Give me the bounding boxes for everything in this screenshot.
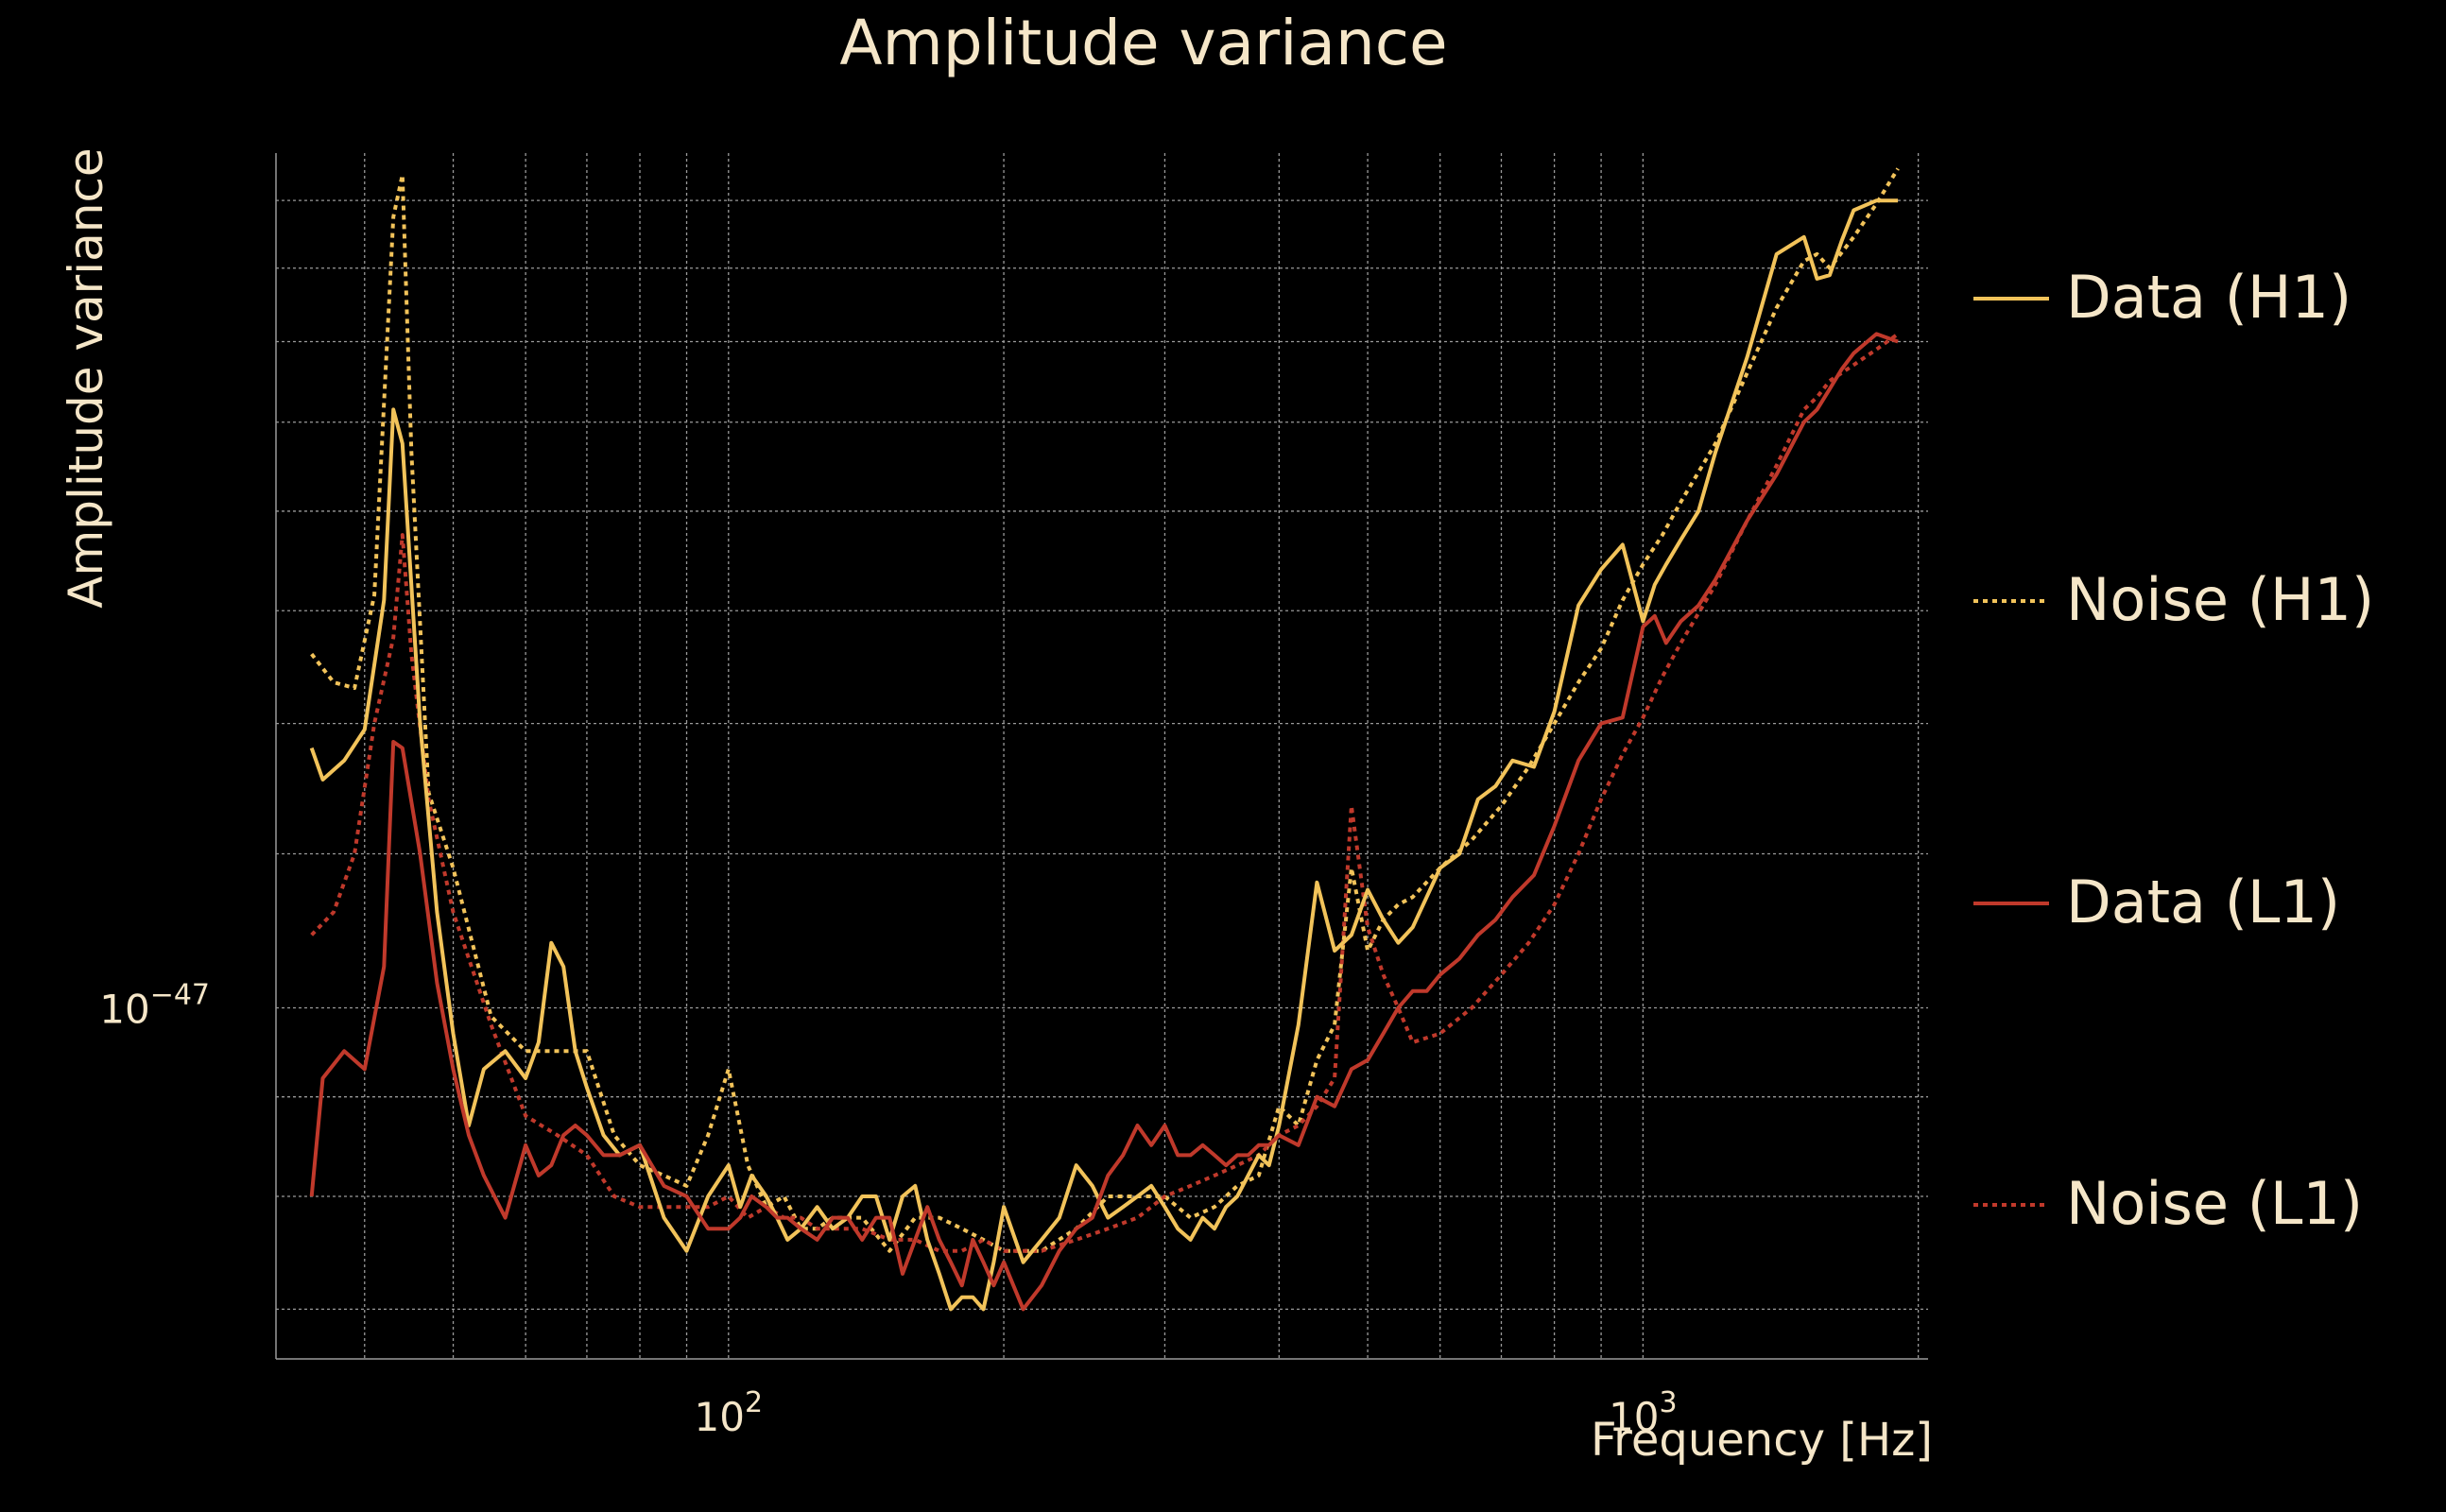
chart-title: Amplitude variance (839, 7, 1447, 79)
axes (275, 153, 1928, 1360)
legend-label: Noise (H1) (2066, 565, 2374, 634)
series-line-data-h1 (309, 198, 1899, 1312)
series-line-noise-l1 (310, 332, 1900, 1253)
legend-label: Noise (L1) (2066, 1169, 2363, 1238)
legend-label: Data (L1) (2066, 868, 2340, 936)
series-lines (309, 167, 1900, 1312)
legend: Data (H1) Noise (H1) Data (L1) Noise (L1) (1973, 263, 2374, 1238)
series-line-data-l1 (309, 332, 1899, 1312)
x-axis-label: Frequency [Hz] (1591, 1414, 1933, 1467)
y-axis-label: Amplitude variance (59, 147, 113, 608)
grid (276, 153, 1928, 1359)
legend-label: Data (H1) (2066, 263, 2351, 332)
